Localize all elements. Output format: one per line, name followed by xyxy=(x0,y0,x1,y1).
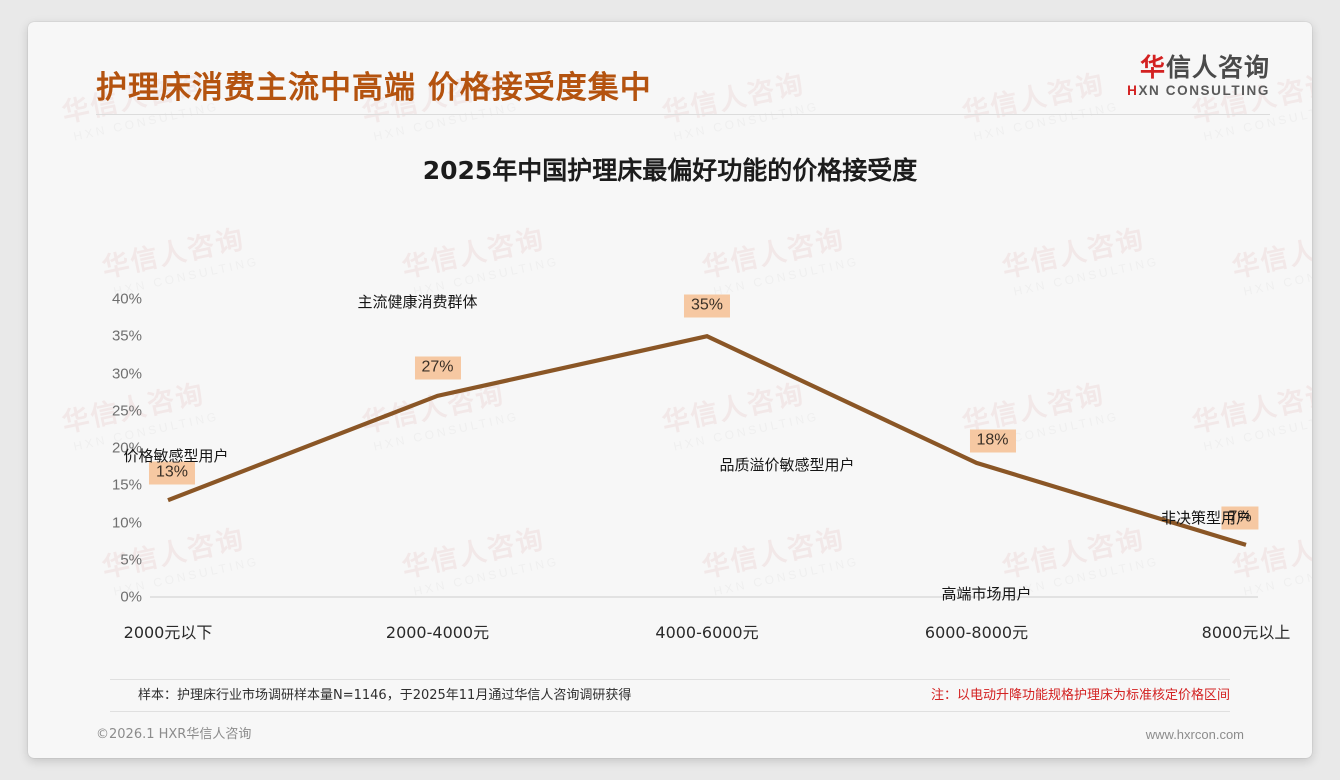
logo-char-hua: 华 xyxy=(1139,53,1166,82)
logo-english: HXN CONSULTING xyxy=(1127,83,1270,98)
chart-svg xyxy=(150,334,1258,598)
data-point-label: 7% xyxy=(1221,506,1259,530)
chart-annotation: 非决策型用户 xyxy=(1160,508,1252,527)
brand-logo: 华信人咨询 HXN CONSULTING xyxy=(1127,53,1270,98)
website-url: www.hxrcon.com xyxy=(1145,727,1244,742)
chart-annotation: 主流健康消费群体 xyxy=(357,292,478,311)
chart-annotation: 高端市场用户 xyxy=(941,584,1032,603)
x-axis-tick-label: 2000-4000元 xyxy=(385,623,490,642)
line-chart-plot: 0% 5% 10% 15% 20% 25% 30% 35% 40% 2000元以下 2000-400… xyxy=(28,114,1312,674)
chart-annotation: 价格敏感型用户 xyxy=(123,447,229,466)
y-axis-tick-label: 15% xyxy=(111,476,142,494)
footer-divider-top xyxy=(110,679,1230,680)
x-axis-tick-label: 8000元以上 xyxy=(1201,623,1291,642)
slide-header: 护理床消费主流中高端 价格接受度集中 华信人咨询 HXN CONSULTING xyxy=(28,22,1312,115)
data-point-label: 27% xyxy=(414,356,461,380)
x-axis-tick-label: 6000-8000元 xyxy=(924,623,1029,642)
y-axis-tick-label: 30% xyxy=(111,365,142,382)
y-axis-tick-label: 5% xyxy=(120,551,142,569)
header-divider xyxy=(96,114,1270,115)
chart-container: 2025年中国护理床最偏好功能的价格接受度 0% 5% 10% 15% 20% 25% 30… xyxy=(28,114,1312,674)
slide-card: 华信人咨询 HXN CONSULTING 华信人咨询 HXN CONSULTING 华信… xyxy=(28,22,1312,758)
page-title: 护理床消费主流中高端 价格接受度集中 xyxy=(96,70,652,106)
logo-en-initial: H xyxy=(1127,83,1139,99)
y-axis-tick-label: 25% xyxy=(111,402,142,420)
copyright-text: ©2026.1 HXR华信人咨询 xyxy=(96,727,252,742)
y-axis-tick-label: 40% xyxy=(111,290,142,308)
chart-annotation: 品质溢价敏感型用户 xyxy=(719,456,855,475)
data-point-label: 18% xyxy=(969,429,1016,453)
sample-note: 样本：护理床行业市场调研样本量N=1146，于2025年11月通过华信人咨询调研… xyxy=(138,688,632,703)
y-axis-tick-label: 10% xyxy=(111,514,142,531)
chart-title: 2025年中国护理床最偏好功能的价格接受度 xyxy=(422,156,918,185)
data-point-label: 35% xyxy=(683,294,731,318)
logo-chars-rest: 信人咨询 xyxy=(1165,53,1270,82)
logo-en-rest: XN CONSULTING xyxy=(1138,83,1270,99)
logo-chinese: 华信人咨询 xyxy=(1127,53,1270,82)
x-axis-tick-label: 2000元以下 xyxy=(123,623,213,642)
method-note: 注：以电动升降功能规格护理床为标准核定价格区间 xyxy=(930,688,1230,703)
data-point-label: 13% xyxy=(148,461,196,485)
y-axis-tick-label: 35% xyxy=(111,327,142,345)
footer-divider-bottom xyxy=(110,711,1230,712)
y-axis-tick-label: 20% xyxy=(111,439,142,457)
x-axis-tick-label: 4000-6000元 xyxy=(655,623,759,642)
y-axis-tick-label: 0% xyxy=(120,588,142,606)
data-series-line xyxy=(167,334,1247,547)
